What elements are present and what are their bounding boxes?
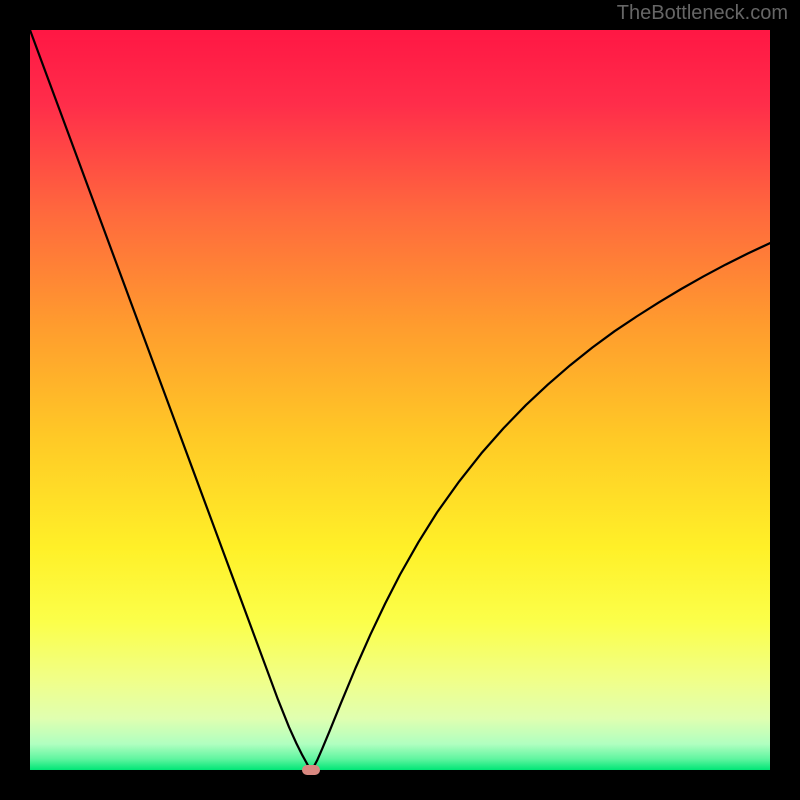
watermark-text: TheBottleneck.com xyxy=(617,2,788,25)
optimal-point-marker xyxy=(302,765,320,775)
bottleneck-curve xyxy=(30,30,770,770)
chart-area xyxy=(30,30,770,770)
